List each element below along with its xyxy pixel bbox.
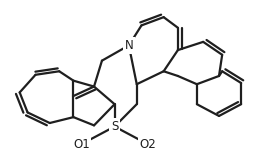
Text: N: N [124, 39, 133, 52]
Text: S: S [111, 120, 118, 133]
Text: O1: O1 [73, 138, 90, 151]
Text: O2: O2 [139, 138, 156, 151]
